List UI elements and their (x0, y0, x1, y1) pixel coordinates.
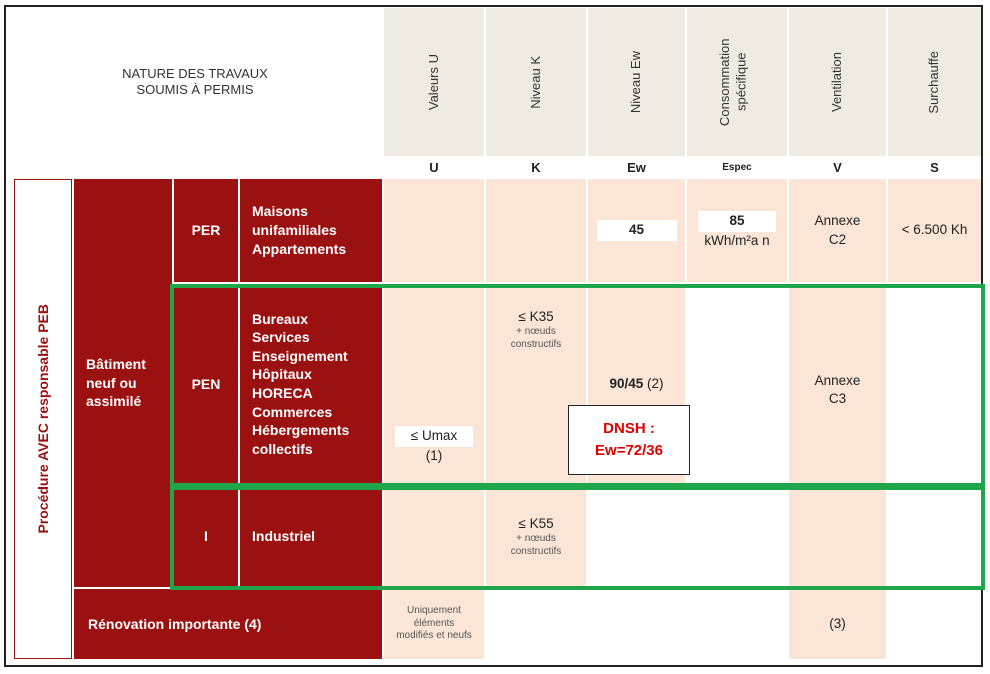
type-i: Industriel (240, 486, 382, 587)
letter-ew: Ew (588, 158, 685, 176)
dnsh-callout: DNSH : Ew=72/36 (568, 405, 690, 475)
i-surchauffe (888, 486, 981, 587)
col-header-v: Ventilation (789, 8, 886, 156)
i-ew (588, 486, 787, 587)
per-u (384, 179, 484, 282)
col-header-s: Surchauffe (888, 8, 981, 156)
letter-u: U (384, 158, 484, 176)
col-header-k: Niveau K (486, 8, 586, 156)
pen-ventilation: Annexe C3 (789, 284, 886, 587)
pen-espec (687, 284, 787, 484)
renovation-k (486, 589, 787, 659)
per-espec: 85 kWh/m²a n (687, 179, 787, 282)
letter-v: V (789, 158, 886, 176)
renovation-ventilation: (3) (789, 589, 886, 659)
per-ew: 45 (588, 179, 685, 282)
letter-espec: Espec (687, 158, 787, 176)
batiment-cell: Bâtiment neuf ou assimilé (74, 179, 172, 587)
letter-k: K (486, 158, 586, 176)
pen-surchauffe (888, 284, 981, 484)
pen-u: ≤ Umax (1) (384, 284, 484, 587)
per-ventilation: Annexe C2 (789, 179, 886, 282)
col-header-espec: Consommation spécifique (687, 8, 787, 156)
code-per: PER (174, 179, 238, 282)
nature-header: NATURE DES TRAVAUX SOUMIS À PERMIS (8, 8, 382, 156)
types-pen: Bureaux Services Enseignement Hôpitaux H… (240, 284, 382, 484)
code-pen: PEN (174, 284, 238, 484)
renovation-surchauffe (888, 589, 981, 659)
green-highlight-i (170, 486, 985, 590)
renovation-label: Rénovation importante (4) (74, 589, 382, 659)
side-label-cell: Procédure AVEC responsable PEB (14, 179, 72, 659)
per-surchauffe: < 6.500 Kh (888, 179, 981, 282)
per-k (486, 179, 586, 282)
types-per: Maisons unifamiliales Appartements (240, 179, 382, 282)
code-i: I (174, 486, 238, 587)
i-k: ≤ K55 + nœuds constructifs (486, 486, 586, 587)
green-highlight-pen (170, 284, 985, 487)
letter-s: S (888, 158, 981, 176)
renovation-u: Uniquement éléments modifiés et neufs (384, 589, 484, 659)
col-header-u: Valeurs U (384, 8, 484, 156)
col-header-ew: Niveau Ew (588, 8, 685, 156)
side-label: Procédure AVEC responsable PEB (35, 304, 51, 534)
